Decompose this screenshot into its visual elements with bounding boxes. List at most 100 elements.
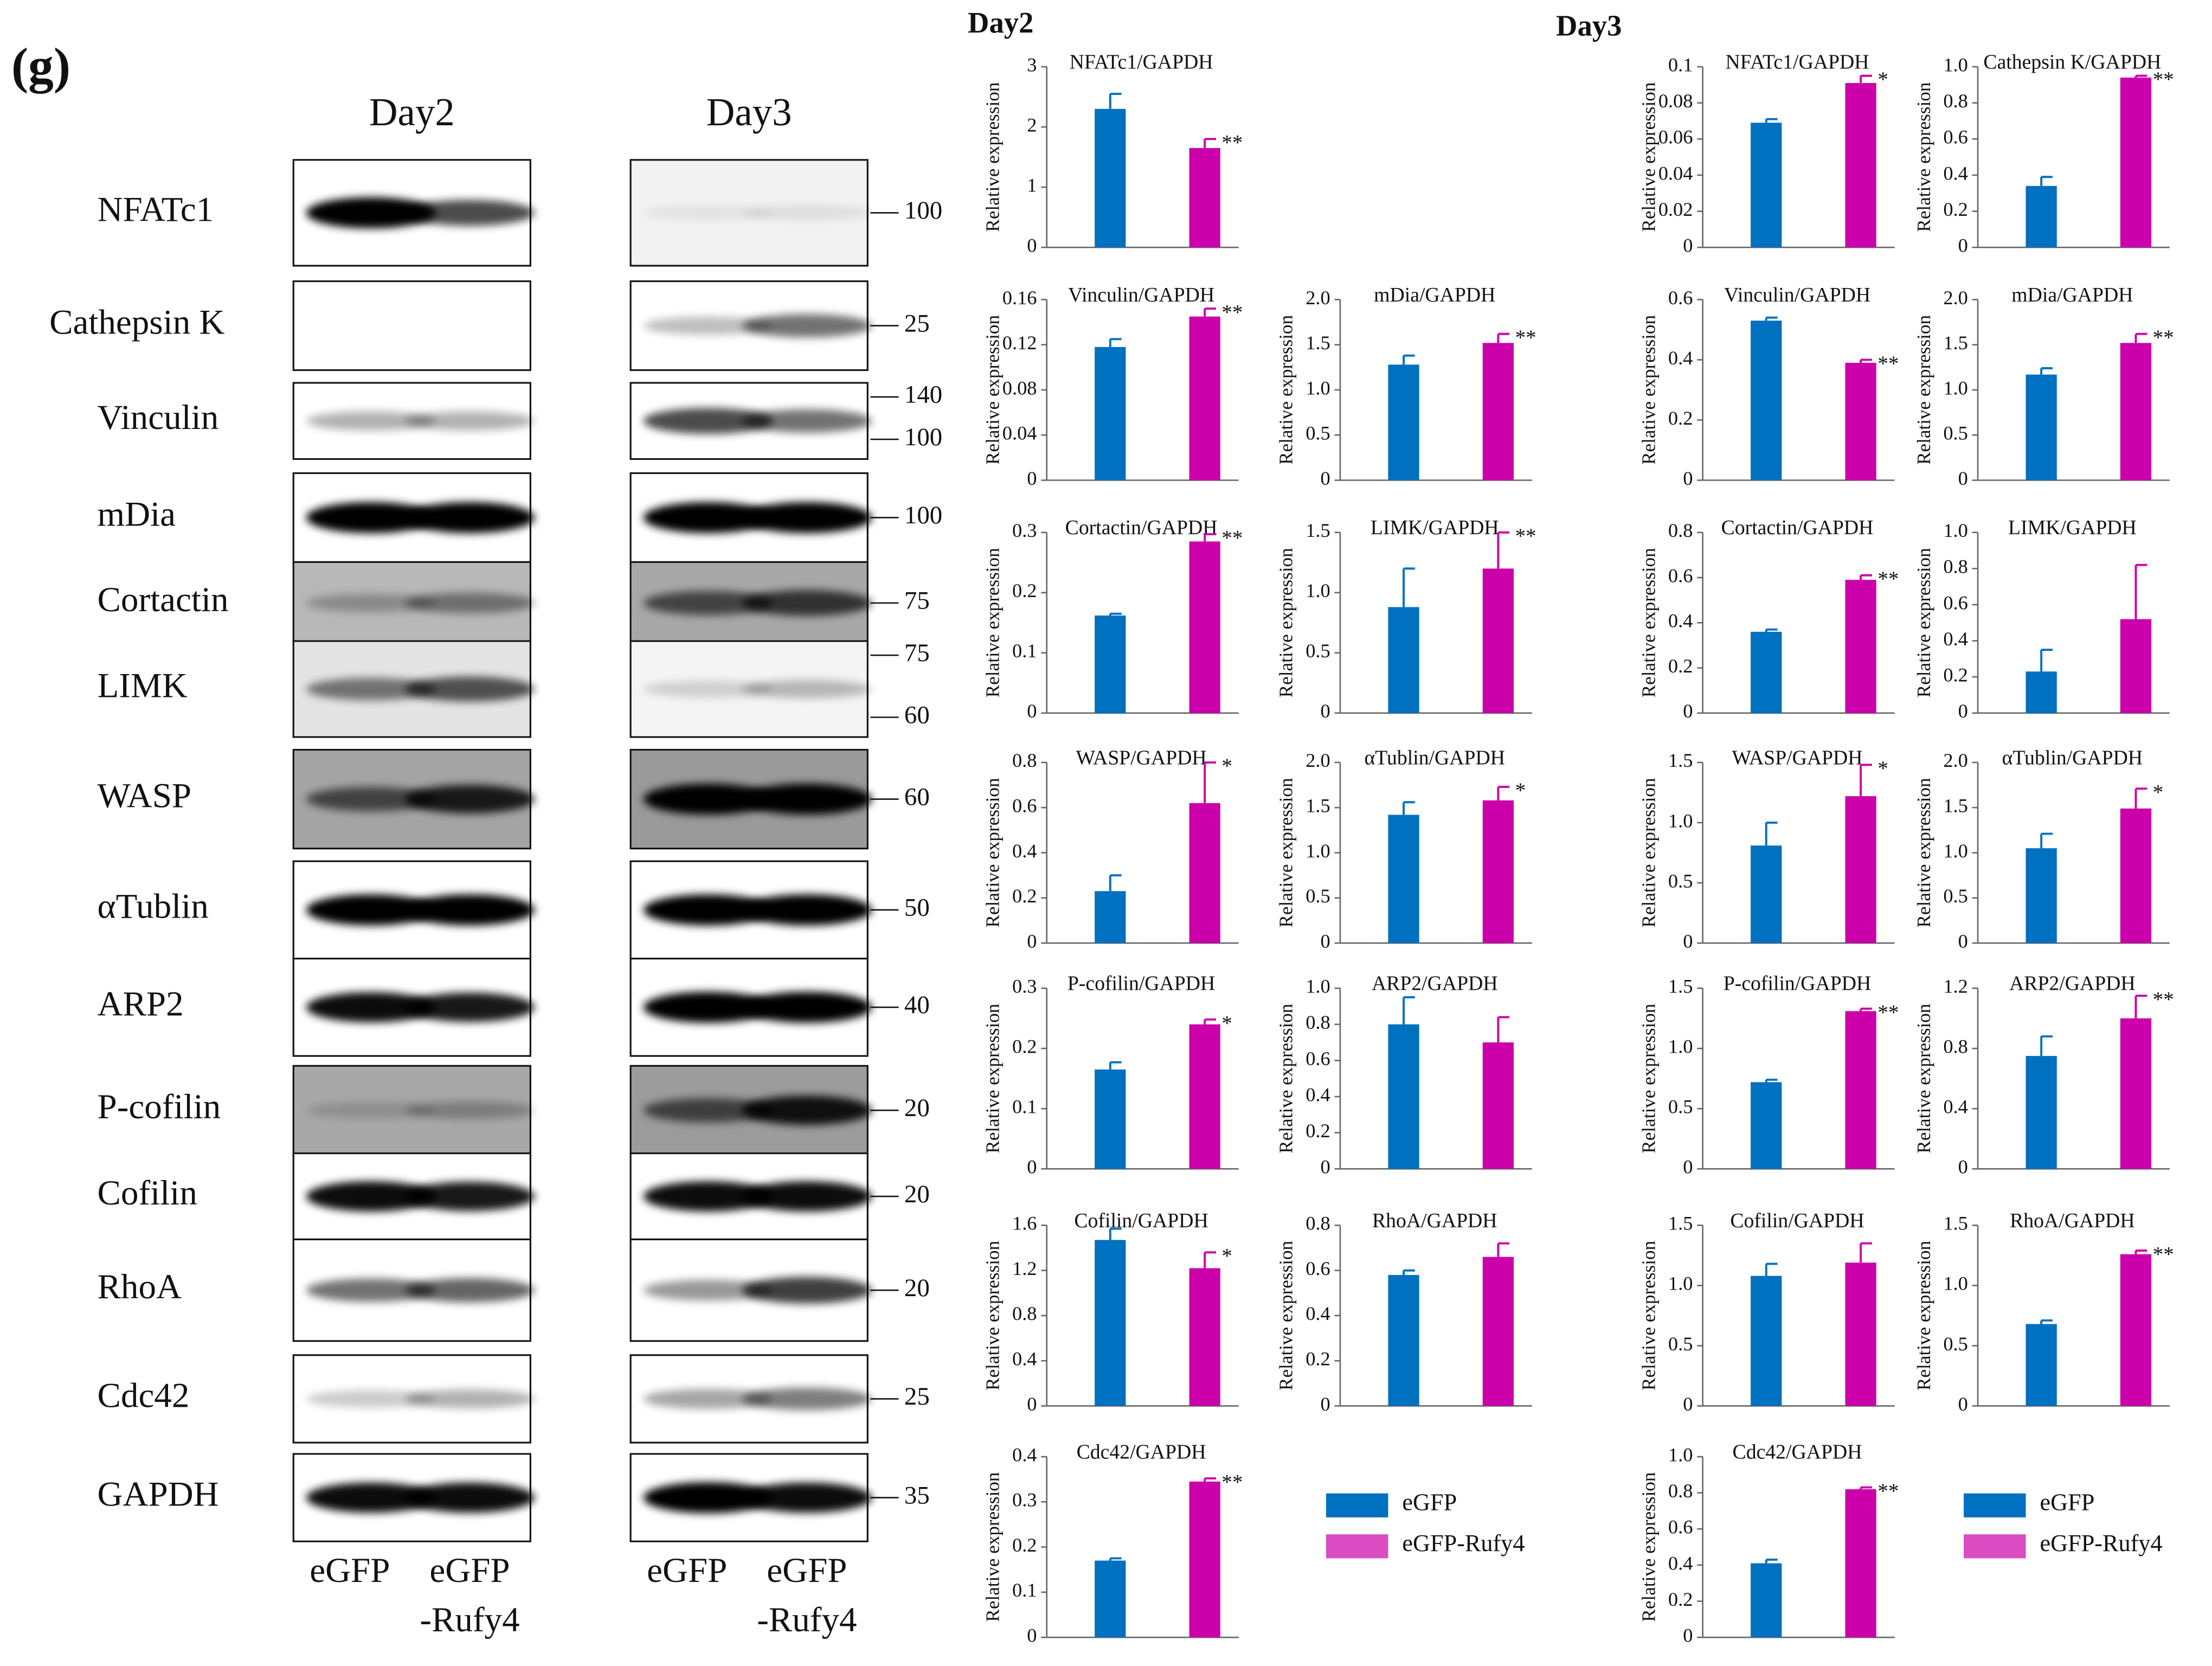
y-tick-label: 0.6 xyxy=(1943,126,1968,148)
marker-label: 20 xyxy=(904,1274,930,1302)
y-tick-label: 0 xyxy=(1321,700,1330,722)
blot-band xyxy=(643,502,773,534)
chart-title: mDia/GAPDH xyxy=(2011,284,2133,306)
y-axis-label: Relative expression xyxy=(982,1003,1004,1153)
y-axis-label: Relative expression xyxy=(982,778,1004,927)
significance-label: ** xyxy=(1221,526,1243,549)
marker-label: 60 xyxy=(904,701,930,729)
blot-band xyxy=(404,592,535,614)
bar xyxy=(1189,316,1220,480)
y-tick-label: 0.4 xyxy=(1668,1552,1693,1574)
bar xyxy=(1189,1481,1220,1638)
y-tick-label: 0 xyxy=(1958,700,1968,722)
bar xyxy=(2025,1056,2057,1169)
error-bar xyxy=(1860,1242,1872,1263)
y-tick-label: 0.8 xyxy=(1306,1213,1330,1234)
significance-label: * xyxy=(1221,754,1232,778)
y-tick-label: 1.5 xyxy=(1306,520,1330,541)
error-bar xyxy=(1860,1008,1872,1011)
marker-label: 25 xyxy=(904,1382,930,1411)
y-tick-label: 0 xyxy=(1321,1156,1330,1178)
y-axis-label: Relative expression xyxy=(1638,315,1659,465)
y-tick-label: 0 xyxy=(1027,1156,1037,1178)
error-bar xyxy=(2040,176,2053,186)
y-tick-label: 0.2 xyxy=(1668,655,1693,677)
y-tick-label: 0.1 xyxy=(1012,1579,1037,1601)
y-axis-label: Relative expression xyxy=(1276,778,1297,927)
y-tick-label: 0.6 xyxy=(1306,1258,1330,1279)
blot-band xyxy=(742,894,872,926)
bar xyxy=(1095,1560,1126,1638)
blot-band xyxy=(643,408,773,434)
error-bar xyxy=(1204,533,1216,542)
significance-label: ** xyxy=(1877,1001,1899,1024)
y-tick-label: 0.06 xyxy=(1658,126,1693,148)
lane-label: eGFP xyxy=(310,1551,390,1590)
y-tick-label: 0.2 xyxy=(1943,198,1968,220)
blot-band xyxy=(306,1101,436,1119)
chart-title: P-cofilin/GAPDH xyxy=(1724,972,1871,995)
group-title: Day2 xyxy=(968,6,1033,39)
bar xyxy=(1388,364,1419,480)
significance-label: * xyxy=(1515,779,1526,802)
error-bar xyxy=(1204,1018,1216,1024)
significance-label: * xyxy=(1221,1011,1232,1035)
blot-band xyxy=(404,1278,535,1303)
y-tick-label: 0.5 xyxy=(1943,422,1968,444)
error-bar xyxy=(1109,338,1122,347)
error-bar xyxy=(1765,1079,1778,1082)
y-tick-label: 0 xyxy=(1321,930,1330,952)
error-bar xyxy=(1765,1263,1778,1276)
bar xyxy=(2025,848,2057,943)
error-bar xyxy=(1109,874,1122,892)
legend-label: eGFP xyxy=(1402,1489,1457,1516)
error-bar xyxy=(1403,801,1415,815)
legend-label: eGFP xyxy=(2040,1489,2095,1516)
blot-band xyxy=(306,1181,436,1212)
blot-band xyxy=(643,205,773,221)
blot-band xyxy=(404,1482,535,1513)
y-tick-label: 1.5 xyxy=(1668,1213,1693,1234)
chart-title: LIMK/GAPDH xyxy=(2008,516,2137,539)
chart-title: αTublin/GAPDH xyxy=(2002,746,2143,769)
y-tick-label: 1.0 xyxy=(1943,54,1968,75)
y-axis-label: Relative expression xyxy=(1638,1240,1659,1390)
y-tick-label: 0.8 xyxy=(1012,749,1037,771)
blot-band xyxy=(643,681,773,697)
y-tick-label: 0.08 xyxy=(1658,90,1693,112)
error-bar xyxy=(1497,332,1510,343)
error-bar xyxy=(2134,74,2147,78)
y-axis-label: Relative expression xyxy=(1638,548,1659,697)
y-tick-label: 1 xyxy=(1027,174,1037,196)
y-tick-label: 0.5 xyxy=(1943,885,1968,907)
y-axis-label: Relative expression xyxy=(1638,1472,1659,1622)
blot-band xyxy=(643,591,773,616)
y-tick-label: 0 xyxy=(1683,700,1693,722)
blot-band xyxy=(742,1277,872,1304)
error-bar xyxy=(1765,316,1778,321)
significance-label: ** xyxy=(2153,988,2174,1011)
y-tick-label: 0.1 xyxy=(1012,1096,1037,1118)
y-tick-label: 1.5 xyxy=(1306,795,1330,817)
error-bar xyxy=(1497,1242,1510,1257)
chart-title: ARP2/GAPDH xyxy=(1372,972,1498,995)
protein-label: LIMK xyxy=(98,667,188,706)
error-bar xyxy=(1497,785,1510,800)
error-bar xyxy=(1403,354,1415,365)
y-tick-label: 1.2 xyxy=(1943,976,1968,997)
y-tick-label: 1.0 xyxy=(1668,810,1693,831)
chart-title: WASP/GAPDH xyxy=(1076,746,1207,769)
error-bar xyxy=(2134,995,2147,1018)
bar xyxy=(1189,803,1220,943)
error-bar xyxy=(1109,93,1122,109)
blot-band xyxy=(404,1389,535,1409)
blot-band xyxy=(643,1098,773,1123)
bar xyxy=(1845,1489,1876,1638)
bar xyxy=(1751,1082,1782,1169)
y-tick-label: 0.6 xyxy=(1668,565,1693,586)
blot-image xyxy=(292,280,531,371)
blot-band xyxy=(643,783,773,815)
bar xyxy=(1751,631,1782,713)
blot-band xyxy=(404,200,535,226)
error-bar xyxy=(2134,332,2147,343)
